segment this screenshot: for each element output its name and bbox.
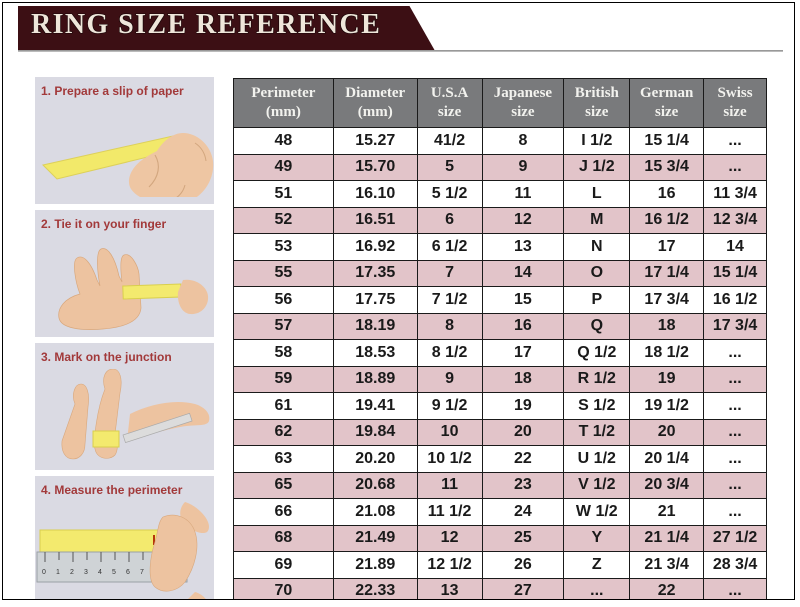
svg-text:5: 5 [112,569,116,576]
svg-text:1: 1 [56,569,60,576]
svg-text:6: 6 [126,569,130,576]
svg-text:4: 4 [98,569,102,576]
svg-text:7: 7 [140,569,144,576]
svg-text:3: 3 [84,569,88,576]
svg-text:2: 2 [70,569,74,576]
svg-text:0: 0 [42,569,46,576]
